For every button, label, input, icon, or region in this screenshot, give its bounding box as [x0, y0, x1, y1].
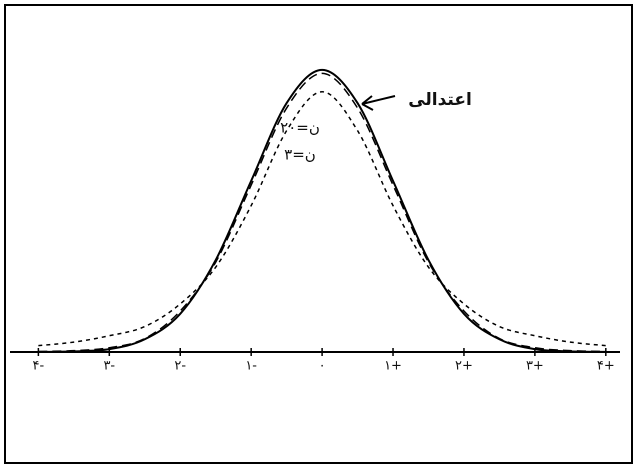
- series-label: ن=۳: [284, 146, 316, 164]
- x-tick-label: ۳+: [526, 359, 544, 374]
- series-label: ن=۲۰: [280, 119, 320, 137]
- x-tick-label: ۰: [319, 359, 326, 374]
- series-label: اعتدالی: [408, 90, 472, 110]
- x-tick-label: ۳-: [103, 359, 115, 374]
- series-line: [38, 70, 605, 352]
- chart: ۴- ۳- ۲- ۱- ۰ ۱+ ۲+ ۳+ ۴+ اعتدالی ن=۲۰ ن=۳: [0, 0, 637, 468]
- x-tick-label: ۴-: [33, 359, 45, 374]
- series-line: [38, 92, 605, 346]
- frame: [5, 5, 632, 463]
- x-tick-label: ۱+: [384, 359, 402, 374]
- x-tick-label: ۲+: [455, 359, 473, 374]
- x-tick-label: ۱-: [245, 359, 257, 374]
- series-line: [38, 73, 605, 351]
- x-tick-label: ۴+: [597, 359, 615, 374]
- label-arrow: [362, 96, 395, 110]
- x-tick-label: ۲-: [174, 359, 186, 374]
